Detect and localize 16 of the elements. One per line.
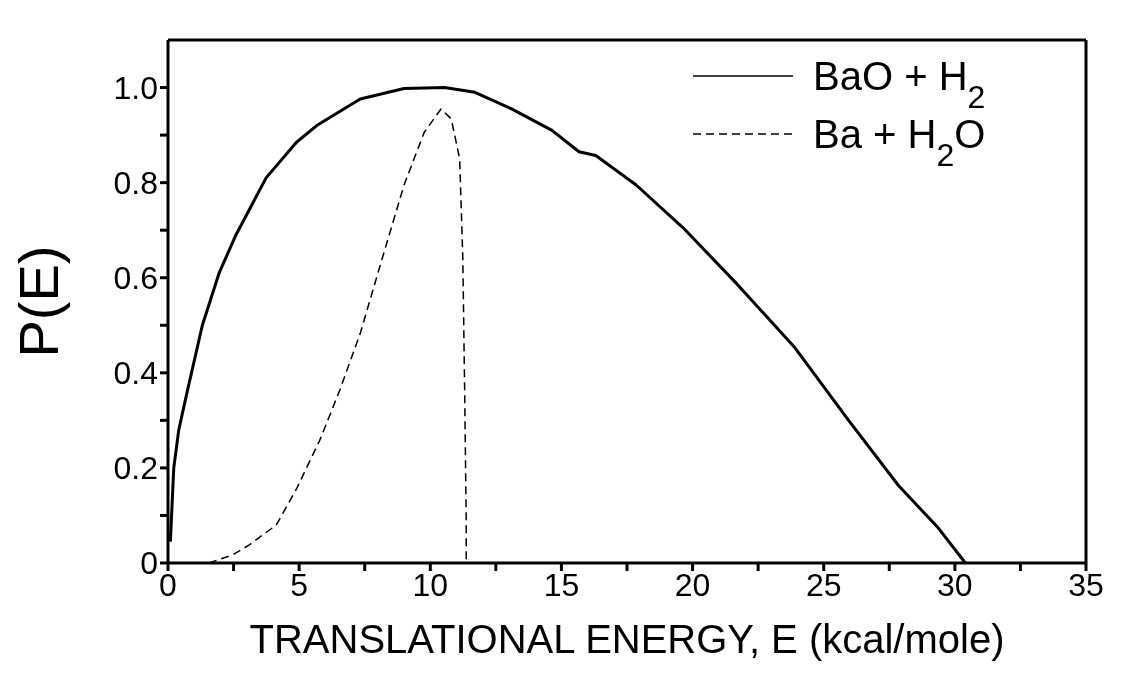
x-tick-label: 20 [674, 566, 711, 603]
y-tick-label: 1.0 [113, 69, 158, 106]
x-tick-label: 5 [290, 566, 309, 603]
legend-label: BaO + H$_{2}$ [813, 54, 986, 115]
x-tick-label: 10 [412, 566, 449, 603]
y-tick-label: 0.6 [113, 260, 158, 297]
y-axis-title: P(E) [6, 245, 70, 358]
legend-label: Ba + H$_{2}$O [813, 112, 986, 173]
y-tick-label: 0.4 [113, 355, 158, 392]
y-tick-label: 0.2 [113, 450, 158, 487]
x-tick-label: 35 [1068, 566, 1104, 603]
x-tick-label: 30 [937, 566, 973, 603]
x-axis-title: TRANSLATIONAL ENERGY, E (kcal/mole) [249, 617, 1005, 661]
y-tick-label: 0.8 [113, 165, 158, 201]
x-tick-label: 15 [543, 566, 580, 603]
x-tick-label: 25 [805, 566, 842, 603]
